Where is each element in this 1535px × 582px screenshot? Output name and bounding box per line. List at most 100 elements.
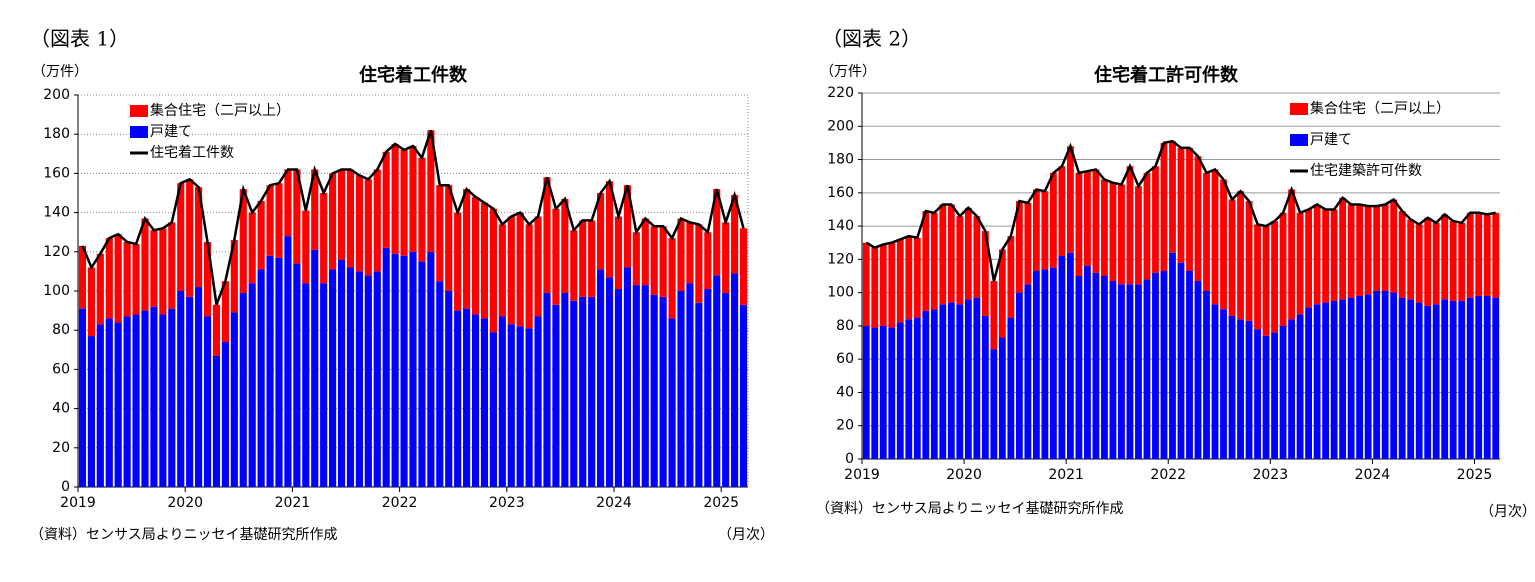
bar-segment xyxy=(1058,256,1066,459)
y-tick-label: 160 xyxy=(43,165,70,181)
x-tick-label: 2025 xyxy=(1457,467,1493,483)
bar-segment xyxy=(355,271,363,487)
x-tick-label: 2020 xyxy=(946,467,982,483)
bar-segment xyxy=(1424,217,1432,306)
bar-segment xyxy=(1458,300,1466,459)
y-tick-label: 20 xyxy=(836,418,854,434)
y-tick-label: 200 xyxy=(827,118,854,134)
bar-segment xyxy=(186,296,194,487)
bar-segment xyxy=(78,245,87,309)
bar-segment xyxy=(1305,209,1313,308)
bar-segment xyxy=(1092,272,1100,459)
bar-segment xyxy=(230,312,238,487)
x-tick-label: 2021 xyxy=(1048,467,1084,483)
bar-segment xyxy=(1347,297,1355,459)
bar-segment xyxy=(1152,272,1159,459)
bar-segment xyxy=(1194,280,1202,459)
bar-segment xyxy=(1169,252,1176,459)
bar-segment xyxy=(1245,320,1253,459)
bar-segment xyxy=(132,314,140,487)
bar-segment xyxy=(990,280,998,350)
bar-segment xyxy=(293,169,301,264)
bar-segment xyxy=(659,226,667,297)
bar-segment xyxy=(195,287,203,487)
bar-segment xyxy=(871,247,879,328)
bar-segment xyxy=(525,328,533,487)
bar-segment xyxy=(1118,184,1125,285)
bar-segment xyxy=(78,308,87,487)
x-tick-label: 2021 xyxy=(275,495,311,511)
bar-segment xyxy=(1492,297,1500,459)
bar-segment xyxy=(400,255,408,487)
bar-segment xyxy=(114,234,122,323)
legend-label: 戸建て xyxy=(1310,132,1352,148)
chart-title: 住宅着工件数 xyxy=(359,64,468,86)
bar-segment xyxy=(212,304,221,356)
legend-label: 住宅建築許可件数 xyxy=(1310,163,1422,179)
bar-segment xyxy=(203,242,212,317)
bar-segment xyxy=(1041,269,1049,459)
bar-segment xyxy=(922,211,930,311)
y-tick-label: 180 xyxy=(827,152,854,168)
x-tick-label: 2022 xyxy=(1150,467,1186,483)
bar-segment xyxy=(695,302,703,487)
bar-segment xyxy=(1254,329,1261,459)
bar-segment xyxy=(257,200,265,270)
bar-segment xyxy=(177,183,185,291)
bar-segment xyxy=(879,325,887,459)
bar-segment xyxy=(1228,315,1236,459)
bar-segment xyxy=(561,198,569,293)
bar-segment xyxy=(1322,302,1330,459)
bar-segment xyxy=(1135,186,1142,285)
bar-segment xyxy=(1049,172,1057,268)
bar-segment xyxy=(471,196,480,315)
bar-segment xyxy=(722,222,730,293)
bar-segment xyxy=(1075,276,1083,459)
bar-segment xyxy=(677,218,685,291)
bar-segment xyxy=(998,249,1006,338)
bar-segment xyxy=(329,269,337,487)
bar-segment xyxy=(990,349,998,459)
y-tick-label: 120 xyxy=(827,251,854,267)
bar-segment xyxy=(275,183,283,258)
bar-segment xyxy=(1432,222,1440,305)
bar-segment xyxy=(552,208,560,305)
bar-segment xyxy=(981,231,989,316)
bar-segment xyxy=(1194,156,1202,281)
x-tick-label: 2022 xyxy=(382,495,418,511)
bar-segment xyxy=(257,269,265,487)
bar-segment xyxy=(195,187,203,288)
y-tick-label: 160 xyxy=(827,185,854,201)
bar-segment xyxy=(1237,191,1244,320)
bar-segment xyxy=(275,257,283,487)
bar-segment xyxy=(266,255,274,487)
bar-segment xyxy=(1339,299,1347,459)
bar-segment xyxy=(1152,166,1159,273)
bar-segment xyxy=(534,216,542,317)
y-tick-label: 100 xyxy=(827,285,854,301)
bar-segment xyxy=(888,242,896,328)
bar-segment xyxy=(930,309,938,459)
bar-segment xyxy=(1483,214,1491,296)
bar-segment xyxy=(888,327,896,459)
bar-segment xyxy=(1441,299,1449,459)
bar-segment xyxy=(87,336,95,487)
bar-segment xyxy=(659,296,667,487)
bar-segment xyxy=(1245,201,1253,321)
x-tick-label: 2023 xyxy=(489,495,525,511)
x-tick-label: 2024 xyxy=(596,495,632,511)
bar-segment xyxy=(507,216,515,325)
bar-segment xyxy=(1015,292,1023,459)
bar-segment xyxy=(293,263,301,487)
bar-segment xyxy=(1322,209,1330,303)
bar-segment xyxy=(543,292,551,487)
bar-segment xyxy=(605,181,614,278)
bar-segment xyxy=(364,275,372,487)
bar-segment xyxy=(471,314,480,487)
bar-segment xyxy=(1262,335,1270,459)
bar-segment xyxy=(1305,307,1313,459)
bar-segment xyxy=(1109,280,1117,459)
bar-segment xyxy=(1398,211,1406,298)
bar-segment xyxy=(248,212,256,284)
bar-segment xyxy=(713,189,721,276)
